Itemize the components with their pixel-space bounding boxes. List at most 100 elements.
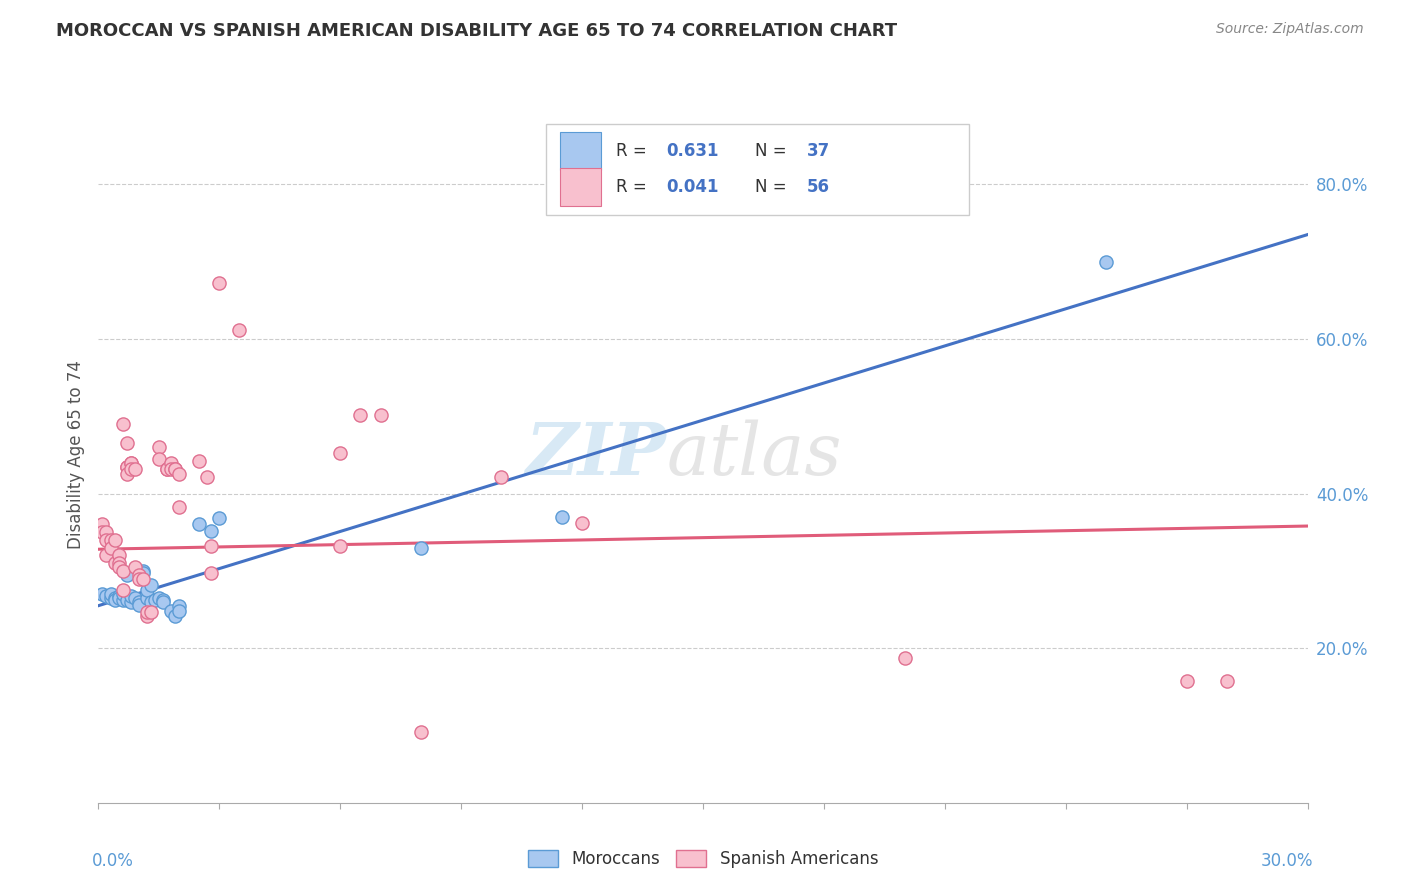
Point	[152, 595, 174, 609]
Text: R =: R =	[616, 142, 652, 160]
Point	[135, 605, 157, 619]
Text: MOROCCAN VS SPANISH AMERICAN DISABILITY AGE 65 TO 74 CORRELATION CHART: MOROCCAN VS SPANISH AMERICAN DISABILITY …	[56, 22, 897, 40]
Point	[200, 539, 222, 553]
Point	[91, 587, 114, 601]
Point	[152, 593, 174, 607]
Point	[100, 541, 122, 555]
Point	[167, 599, 190, 613]
Point	[195, 469, 218, 483]
Point	[128, 572, 150, 586]
Point	[115, 593, 138, 607]
Point	[160, 604, 183, 618]
Point	[167, 467, 190, 482]
Point	[160, 462, 183, 476]
Point	[349, 408, 371, 422]
Point	[491, 469, 513, 483]
Point	[115, 467, 138, 482]
Point	[329, 446, 352, 460]
Point	[107, 560, 129, 574]
Point	[124, 560, 146, 574]
Point	[100, 591, 122, 605]
Point	[96, 525, 118, 540]
Point	[132, 564, 155, 578]
Text: 56: 56	[807, 178, 830, 196]
Point	[148, 451, 170, 466]
Point	[370, 408, 392, 422]
Point	[120, 589, 142, 603]
Point	[200, 524, 222, 538]
Y-axis label: Disability Age 65 to 74: Disability Age 65 to 74	[66, 360, 84, 549]
Point	[188, 517, 211, 532]
Point	[111, 583, 134, 598]
Point	[139, 595, 162, 609]
Point	[111, 564, 134, 578]
Point	[188, 454, 211, 468]
Point	[107, 549, 129, 563]
Point	[163, 462, 186, 476]
Text: 0.041: 0.041	[666, 178, 720, 196]
Point	[409, 724, 432, 739]
Point	[160, 456, 183, 470]
Point	[103, 533, 125, 547]
Point	[115, 567, 138, 582]
Point	[143, 593, 166, 607]
Point	[128, 598, 150, 612]
Text: R =: R =	[616, 178, 652, 196]
Point	[111, 417, 134, 431]
Point	[107, 589, 129, 603]
Text: 0.0%: 0.0%	[93, 852, 134, 870]
Text: 37: 37	[807, 142, 830, 160]
Point	[551, 509, 574, 524]
Point	[200, 566, 222, 581]
Point	[132, 572, 155, 586]
Text: 30.0%: 30.0%	[1261, 852, 1313, 870]
Point	[208, 277, 231, 291]
Point	[103, 591, 125, 605]
Point	[1216, 674, 1239, 689]
Point	[135, 591, 157, 605]
Point	[107, 556, 129, 570]
Point	[128, 595, 150, 609]
Point	[124, 462, 146, 476]
Text: ZIP: ZIP	[526, 419, 666, 491]
Point	[103, 556, 125, 570]
Point	[228, 323, 250, 337]
Point	[107, 591, 129, 605]
Point	[100, 533, 122, 547]
Point	[132, 566, 155, 581]
FancyBboxPatch shape	[561, 132, 602, 170]
Point	[148, 591, 170, 605]
Point	[115, 436, 138, 450]
Point	[1095, 254, 1118, 268]
Point	[111, 587, 134, 601]
Point	[167, 500, 190, 515]
Point	[100, 587, 122, 601]
Text: Source: ZipAtlas.com: Source: ZipAtlas.com	[1216, 22, 1364, 37]
Point	[156, 462, 179, 476]
Point	[96, 589, 118, 603]
Point	[139, 605, 162, 619]
Text: atlas: atlas	[666, 419, 842, 491]
Text: N =: N =	[755, 142, 792, 160]
Point	[893, 651, 915, 665]
Point	[148, 440, 170, 454]
Point	[120, 456, 142, 470]
Point	[409, 541, 432, 555]
Point	[115, 459, 138, 474]
Point	[329, 539, 352, 553]
Point	[163, 462, 186, 476]
Point	[120, 595, 142, 609]
Text: N =: N =	[755, 178, 792, 196]
Point	[208, 511, 231, 525]
Point	[156, 462, 179, 476]
Text: 0.631: 0.631	[666, 142, 720, 160]
Point	[124, 591, 146, 605]
Point	[128, 567, 150, 582]
Point	[163, 608, 186, 623]
Point	[103, 593, 125, 607]
Legend: Moroccans, Spanish Americans: Moroccans, Spanish Americans	[522, 843, 884, 874]
Point	[115, 459, 138, 474]
Point	[91, 525, 114, 540]
Point	[167, 604, 190, 618]
Point	[571, 516, 593, 530]
